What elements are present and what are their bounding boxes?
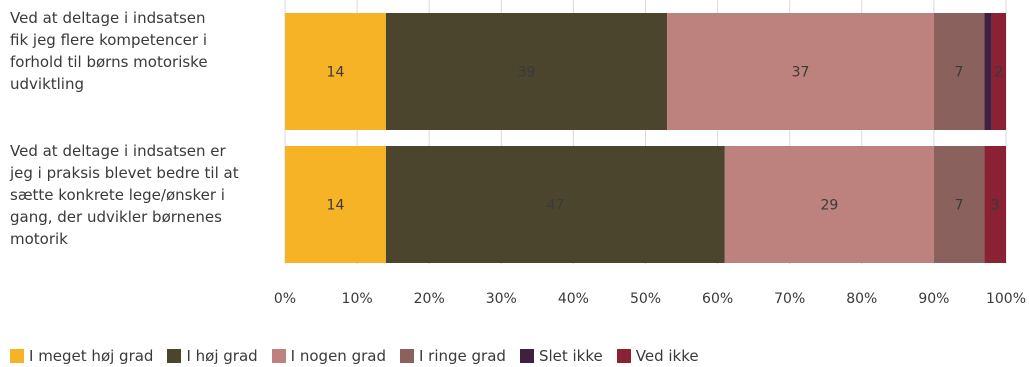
- category-label-line: forhold til børns motoriske: [10, 53, 208, 71]
- x-tick-label: 60%: [702, 291, 733, 307]
- bar-segment: [285, 146, 386, 263]
- legend-item: I nogen grad: [271, 347, 386, 365]
- legend-label: I høj grad: [186, 347, 258, 365]
- x-tick-label: 20%: [414, 291, 445, 307]
- data-label: 7: [955, 198, 964, 214]
- data-label: 3: [991, 198, 1000, 214]
- x-tick-label: 0%: [274, 291, 296, 307]
- data-label: 14: [327, 198, 345, 214]
- x-tick-label: 100%: [986, 291, 1026, 307]
- bar-segment: [285, 13, 386, 130]
- category-label-line: udviktling: [10, 75, 85, 93]
- legend-swatch: [271, 349, 286, 363]
- legend-swatch: [519, 349, 534, 363]
- category-label-line: motorik: [10, 230, 68, 248]
- category-label-line: fik jeg flere kompetencer i: [10, 31, 207, 49]
- category-label-line: gang, der udvikler børnenes: [10, 208, 222, 226]
- x-tick-label: 10%: [342, 291, 373, 307]
- category-label-line: Ved at deltage i indsatsen er: [10, 142, 226, 160]
- x-tick-label: 40%: [558, 291, 589, 307]
- data-label: 47: [546, 198, 564, 214]
- category-label: Ved at deltage i indsatsen fik jeg flere …: [10, 7, 265, 95]
- data-label: 39: [518, 65, 536, 81]
- legend-item: Ved ikke: [616, 347, 699, 365]
- legend-swatch: [167, 349, 182, 363]
- category-label: Ved at deltage i indsatsen er jeg i praks…: [10, 140, 265, 250]
- bar-segment: [724, 146, 934, 263]
- legend-label: I meget høj grad: [29, 347, 154, 365]
- legend-item: I høj grad: [167, 347, 258, 365]
- data-label: 14: [327, 65, 345, 81]
- x-tick-label: 50%: [630, 291, 661, 307]
- bar-segment: [385, 13, 668, 130]
- category-label-line: jeg i praksis blevet bedre til at: [10, 164, 239, 182]
- bar-segment: [984, 13, 992, 130]
- bar-segment: [933, 13, 985, 130]
- legend-label: Slet ikke: [538, 347, 603, 365]
- legend-item: I meget høj grad: [10, 347, 153, 365]
- data-label: 2: [994, 65, 1003, 81]
- category-label-line: Ved at deltage i indsatsen: [10, 9, 206, 27]
- x-tick-label: 30%: [486, 291, 517, 307]
- data-label: 29: [820, 198, 838, 214]
- legend: I meget høj grad I høj grad I nogen grad I …: [10, 347, 713, 365]
- bar-segment: [667, 13, 934, 130]
- bar-segment: [984, 146, 1006, 263]
- bar-segment: [385, 146, 725, 263]
- legend-swatch: [616, 349, 631, 363]
- x-tick-label: 90%: [918, 291, 949, 307]
- legend-swatch: [10, 349, 24, 363]
- legend-label: I nogen grad: [290, 347, 386, 365]
- legend-item: I ringe grad: [399, 347, 506, 365]
- legend-label: Ved ikke: [635, 347, 699, 365]
- x-tick-label: 80%: [846, 291, 877, 307]
- data-label: 37: [792, 65, 810, 81]
- legend-item: Slet ikke: [519, 347, 603, 365]
- category-label-line: sætte konkrete lege/ønsker i: [10, 186, 225, 204]
- legend-label: I ringe grad: [418, 347, 506, 365]
- bar-segment: [933, 146, 985, 263]
- bar-segment: [991, 13, 1006, 130]
- x-tick-label: 70%: [774, 291, 805, 307]
- legend-swatch: [399, 349, 414, 363]
- data-label: 7: [955, 65, 964, 81]
